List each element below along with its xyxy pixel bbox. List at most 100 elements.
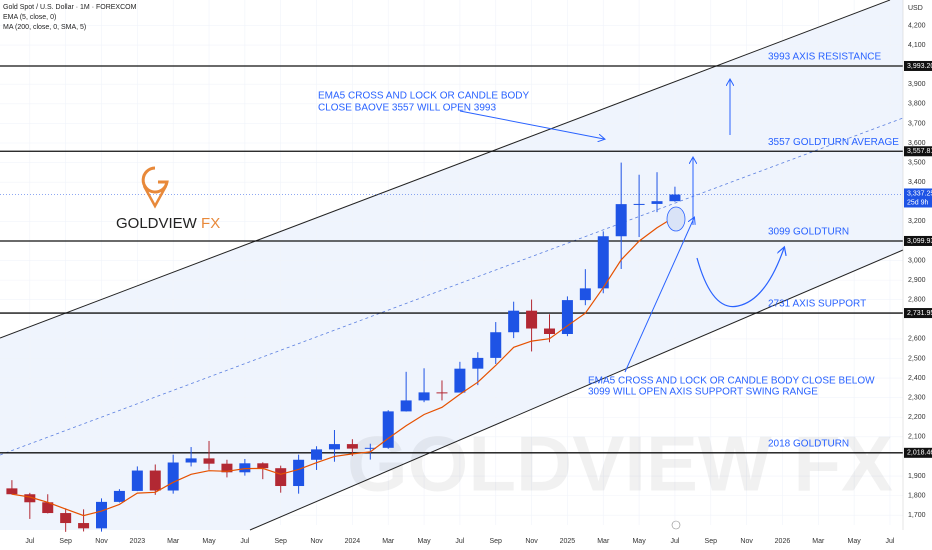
indicator: EMA (5, close, 0) — [3, 14, 56, 21]
candle-body — [579, 288, 591, 301]
x-tick-label: May — [632, 538, 646, 545]
y-tick-label: 1,900 — [908, 473, 926, 480]
y-tick-label: 4,200 — [908, 22, 926, 29]
y-tick-label: 2,900 — [908, 277, 926, 284]
x-tick-label: Jul — [670, 538, 679, 545]
x-tick-label: 2023 — [130, 538, 146, 545]
y-tick-label: 3,700 — [908, 120, 926, 127]
x-tick-label: 2026 — [775, 538, 791, 545]
x-tick-label: Sep — [274, 538, 287, 545]
level-value: 3,099.93 — [907, 238, 932, 245]
candle-body — [561, 300, 573, 335]
candle-body — [96, 501, 107, 529]
level-tag — [904, 447, 932, 458]
x-tick-label: May — [848, 538, 862, 545]
y-tick-label: 2,100 — [908, 434, 926, 441]
arrow — [624, 218, 694, 373]
candle-body — [418, 392, 430, 401]
candle-body — [221, 463, 233, 473]
watermark: GOLDVIEW FX — [347, 420, 893, 508]
x-tick-label: 2024 — [345, 538, 361, 545]
candle-body — [346, 444, 358, 449]
candle-body — [472, 357, 484, 369]
y-tick-label: 3,500 — [908, 159, 926, 166]
x-tick-label: Sep — [59, 538, 72, 545]
level-tag — [904, 308, 932, 319]
arrow — [459, 110, 604, 139]
annotation: CLOSE BAOVE 3557 WILL OPEN 3993 — [318, 103, 496, 114]
level-value: 3,993.20 — [907, 63, 932, 70]
x-tick-label: Mar — [597, 538, 610, 545]
candle-body — [239, 463, 251, 473]
candle-body — [311, 449, 323, 460]
annotation: EMA5 CROSS AND LOCK OR CANDLE BODY CLOSE… — [588, 376, 875, 387]
candle-body — [149, 470, 161, 491]
x-tick-label: Sep — [705, 538, 718, 545]
candle-body — [328, 444, 340, 450]
candle-body — [490, 332, 502, 358]
countdown: 25d 9h — [907, 199, 929, 206]
candle-body — [131, 470, 143, 491]
logo-brand: GOLDVIEW FX — [116, 215, 220, 232]
candle-body — [6, 488, 18, 495]
y-tick-label: 2,400 — [908, 375, 926, 382]
candle-body — [42, 502, 54, 514]
x-tick-label: Mar — [812, 538, 825, 545]
ema-line — [11, 216, 676, 517]
level-label: 2731 AXIS SUPPORT — [768, 299, 866, 310]
candle-body — [113, 490, 125, 502]
y-unit: USD — [908, 5, 923, 12]
x-tick-label: Nov — [525, 538, 538, 545]
y-tick-label: 3,800 — [908, 101, 926, 108]
y-tick-label: 3,900 — [908, 81, 926, 88]
x-tick-label: Jul — [25, 538, 34, 545]
candle-body — [436, 392, 448, 394]
candle-body — [167, 462, 179, 491]
x-tick-label: 2025 — [560, 538, 576, 545]
channel-mid — [0, 117, 904, 456]
x-tick-label: May — [202, 538, 216, 545]
candle-body — [400, 400, 412, 412]
last-price-tag — [904, 188, 932, 208]
indicator: MA (200, close, 0, SMA, 5) — [3, 24, 86, 31]
candle-body — [669, 194, 681, 202]
candle-body — [24, 494, 36, 503]
x-tick-label: Nov — [740, 538, 753, 545]
y-tick-label: 2,600 — [908, 336, 926, 343]
y-tick-label: 4,100 — [908, 42, 926, 49]
candle-body — [203, 458, 215, 464]
arrow — [696, 248, 784, 308]
y-tick-label: 3,000 — [908, 257, 926, 264]
y-tick-label: 1,700 — [908, 512, 926, 519]
logo: GOLDVIEW FX — [116, 166, 220, 232]
candle-body — [651, 201, 663, 204]
level-label: 3099 GOLDTURN — [768, 227, 849, 238]
x-tick-label: Sep — [490, 538, 503, 545]
x-tick-label: Mar — [382, 538, 395, 545]
candle-body — [293, 459, 305, 487]
x-tick-label: Jul — [886, 538, 895, 545]
levels: 3993 AXIS RESISTANCE 3557 GOLDTURN AVERAG… — [0, 52, 903, 454]
x-tick-label: Mar — [167, 538, 180, 545]
x-tick-label: Jul — [455, 538, 464, 545]
level-value: 2,731.95 — [907, 310, 932, 317]
y-tick-label: 2,200 — [908, 414, 926, 421]
level-tag — [904, 146, 932, 157]
candle-body — [185, 458, 197, 463]
icon — [671, 520, 681, 530]
axis: 4,200 4,100 3,900 3,800 3,700 3,600 3,500 3,400… — [25, 22, 932, 545]
candle-body — [364, 447, 376, 449]
y-tick-label: 1,800 — [908, 492, 926, 499]
level-tag — [904, 60, 932, 71]
channel-upper — [0, 0, 891, 339]
grid — [0, 0, 903, 525]
candle-body — [526, 310, 538, 329]
level-tag — [904, 235, 932, 246]
level-value: 2,018.46 — [907, 450, 932, 457]
candle-body — [454, 368, 466, 393]
x-tick-label: Nov — [310, 538, 323, 545]
channel-lower — [249, 249, 904, 531]
candles — [6, 162, 681, 532]
candle-body — [275, 468, 287, 487]
